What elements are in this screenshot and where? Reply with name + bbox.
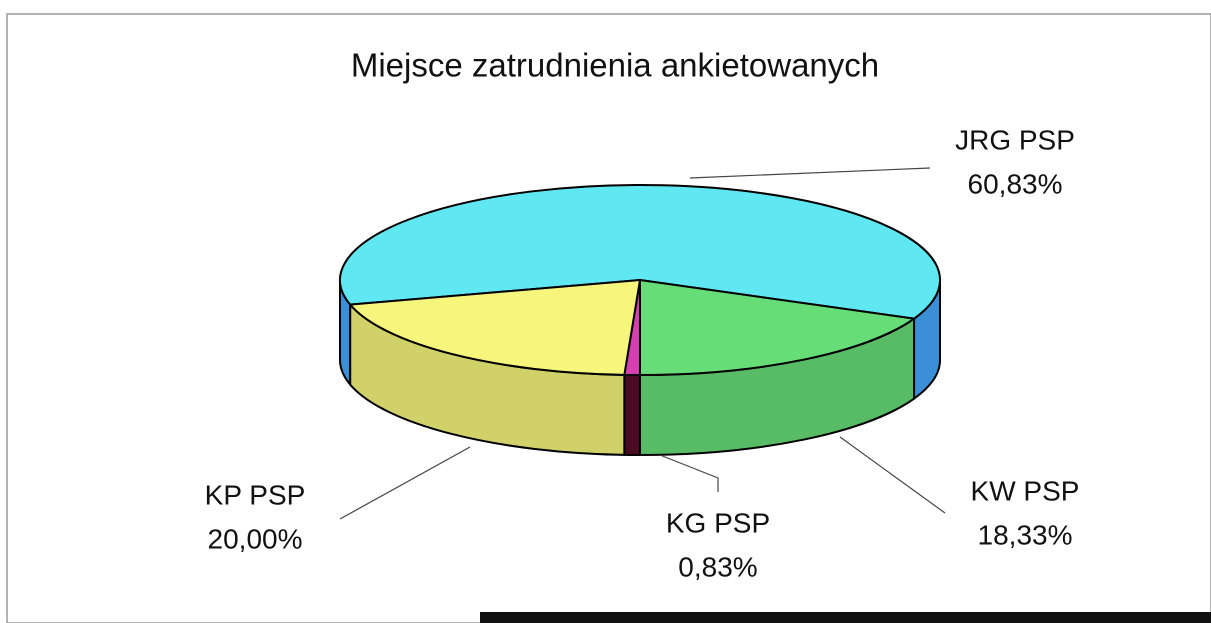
- slice-label: JRG PSP: [955, 124, 1075, 155]
- value-label: 0,83%: [678, 551, 757, 582]
- slice-label: KW PSP: [971, 475, 1080, 506]
- slice: [638, 278, 917, 377]
- slice-side: [623, 373, 641, 457]
- value-label: 18,33%: [978, 519, 1073, 550]
- slice: [348, 278, 642, 376]
- frame-edge: [480, 612, 1211, 623]
- slice: [339, 184, 941, 320]
- chart-title: Miejsce zatrudnienia ankietowanych: [351, 47, 879, 84]
- slice-label: KG PSP: [666, 507, 770, 538]
- leader-line: [659, 454, 719, 492]
- slice-label: KP PSP: [205, 479, 306, 510]
- leader-line: [689, 167, 931, 179]
- leader-line: [339, 446, 471, 520]
- value-label: 60,83%: [968, 168, 1063, 199]
- value-label: 20,00%: [208, 523, 303, 554]
- leader-line: [839, 436, 946, 514]
